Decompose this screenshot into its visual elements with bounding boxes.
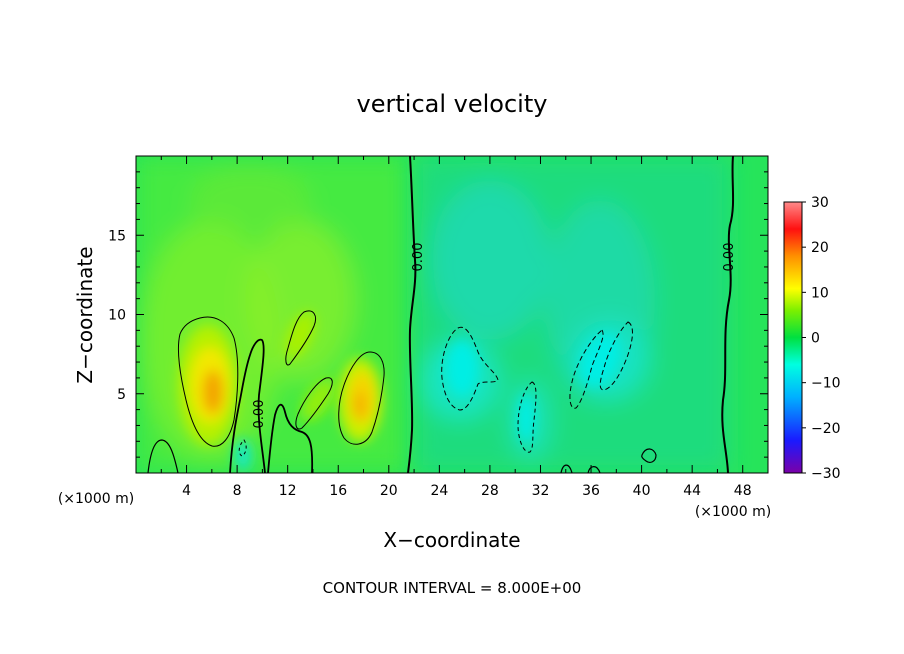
downdraft-c (234, 394, 534, 471)
x-axis-label: X−coordinate (383, 528, 520, 552)
zero-contour-left-band (229, 338, 266, 473)
plot-area: 0.00 0.00 0.00 (136, 156, 768, 473)
updraft-small (284, 311, 335, 421)
x-tick-label: 32 (532, 483, 550, 499)
y-tick-label: 5 (117, 387, 126, 403)
x-tick-label: 40 (633, 483, 651, 499)
chart-title: vertical velocity (357, 90, 548, 118)
y-tick-label: 15 (108, 228, 126, 244)
colorbar-ticks: 30 20 10 0 −10 −20 −30 (802, 195, 841, 482)
x-tick-label: 48 (734, 483, 752, 499)
x-tick-label: 8 (233, 483, 242, 499)
contour-label-left: 0.00 (252, 400, 267, 429)
updraft-center (338, 358, 382, 442)
x-tick-label: 4 (182, 483, 191, 499)
zero-contour-right (721, 156, 735, 473)
zero-contour-mid (407, 156, 417, 473)
contour-bottom-left (147, 439, 179, 473)
x-units-left: (×1000 m) (58, 491, 134, 507)
contour-interval: CONTOUR INTERVAL = 8.000E+00 (323, 579, 582, 597)
colorbar-tick-label: 10 (811, 285, 829, 301)
x-axis: 4 8 12 16 20 24 28 32 36 40 44 48 (160, 156, 769, 499)
contour-downdraft-b (599, 321, 633, 391)
contour-updraft-small-a (285, 310, 317, 366)
x-tick-label: 24 (430, 483, 448, 499)
field-shading-right (415, 156, 730, 473)
x-tick-label: 12 (279, 483, 297, 499)
colorbar-tick-label: −10 (811, 376, 841, 392)
y-axis: 5 10 15 (108, 171, 768, 458)
downdraft-b (579, 333, 621, 387)
x-units-right: (×1000 m) (695, 504, 771, 520)
contour-bottom-arc-a (560, 464, 573, 473)
contour-updraft-center (338, 351, 385, 445)
contour-updraft-left (177, 316, 239, 447)
contour-bottom-arc-b (587, 466, 601, 473)
colorbar-tick-label: 30 (811, 195, 829, 211)
y-tick-label: 10 (108, 308, 126, 324)
zero-contour-mid-left (267, 403, 314, 473)
contour-downdraft-d (517, 381, 537, 453)
updraft-left (178, 325, 238, 445)
x-tick-label: 20 (380, 483, 398, 499)
colorbar-tick-label: −30 (811, 466, 841, 482)
downdraft-a (446, 340, 478, 396)
contour-label-mid: 0.00 (411, 243, 426, 272)
contour-bottom-small (641, 448, 657, 463)
colorbar (783, 201, 803, 474)
contour-updraft-small-b (295, 377, 333, 430)
x-tick-label: 28 (481, 483, 499, 499)
colorbar-tick-label: 0 (811, 331, 820, 347)
colorbar-tick-label: 20 (811, 240, 829, 256)
contour-label-right: 0.00 (722, 243, 737, 272)
contour-downdraft-c (569, 329, 604, 409)
x-tick-label: 16 (329, 483, 347, 499)
y-axis-label: Z−coordinate (73, 246, 97, 383)
contour-downdraft-a (441, 326, 499, 411)
x-tick-label: 44 (683, 483, 701, 499)
x-tick-label: 36 (582, 483, 600, 499)
colorbar-tick-label: −20 (811, 421, 841, 437)
